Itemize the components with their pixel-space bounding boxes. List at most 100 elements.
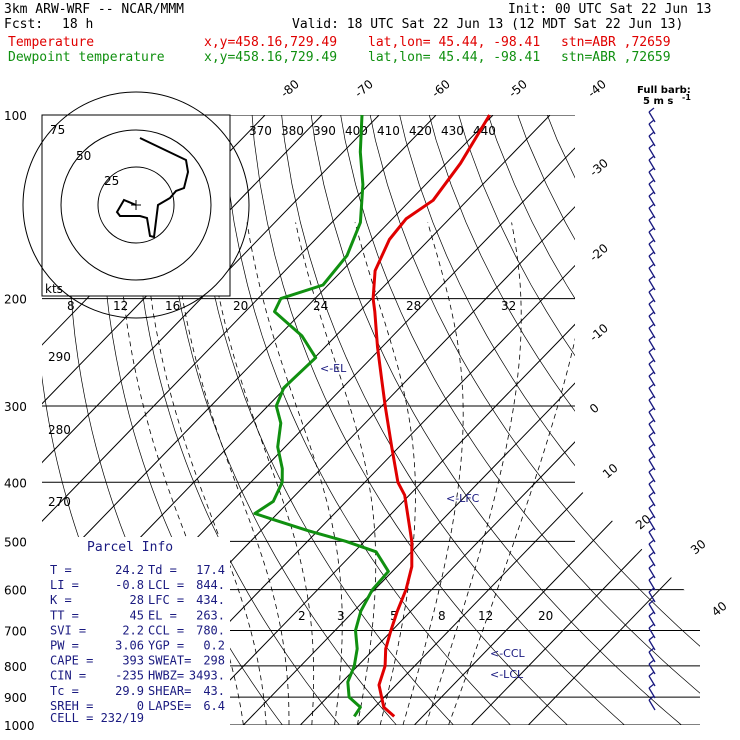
init-time: Init: 00 UTC Sat 22 Jun 13 [508,2,712,17]
isotherm--90 [42,115,350,725]
theta-label-290: 290 [48,350,71,364]
parcel-row-3-label1: TT = [50,608,79,622]
parcel-row-6-label2: SWEAT= [148,654,191,668]
parcel-row-7-value2: 3493. [189,669,225,683]
hodo-units: kts [45,282,63,296]
wind-barb-flag [648,155,655,161]
isotherm-20 [344,115,700,725]
speed-tick-8: 8 [67,299,75,313]
wind-barb-flag [648,347,655,353]
parcel-row-0-label2: Td = [148,563,177,577]
wind-barb-flag [648,143,655,149]
dry-adiabat-350 [306,115,698,725]
wind-barb-flag [648,215,655,221]
speed-tick-28: 28 [406,299,421,313]
temperature-station: stn=ABR ,72659 [561,35,671,50]
mixing-ratio-label-12: 12 [478,609,493,623]
speed-tick-32: 32 [501,299,516,313]
isotherm-0 [230,115,700,725]
parcel-row-8-label2: SHEAR= [148,684,191,698]
wind-barb-staff [648,699,656,711]
mixing-ratio-label-8: 8 [438,609,446,623]
moist-adiabat-16 [246,222,343,725]
isotherm-50 [515,115,700,725]
hodo-ring-label-50: 50 [76,149,91,163]
isotherm-label-10: 10 [600,461,621,482]
dry-adiabat-420 [507,115,700,725]
parcel-row-8-label1: Tc = [50,684,79,698]
parcel-row-7-label1: CIN = [50,669,86,683]
speed-tick-24: 24 [313,299,328,313]
parcel-row-3-label2: EL = [148,608,177,622]
wind-barb-flag [648,107,655,113]
isotherm-30 [401,115,700,725]
dry-adiabat-300 [162,115,409,725]
temperature-profile [371,114,491,718]
wind-barb-flag [648,395,655,401]
temperature-latlon: lat,lon= 45.44, -98.41 [368,35,541,50]
parcel-row-0-value1: 24.2 [115,563,144,577]
isotherm-label--10: -10 [587,321,611,344]
parcel-row-0-label1: T = [50,563,72,577]
parcel-row-4-label2: CCL = [148,623,184,637]
parcel-row-4-value1: 2.2 [122,623,144,637]
dry-adiabat-390 [421,115,700,725]
parcel-row-2-label2: LFC = [148,593,184,607]
moist-adiabat-0 [118,222,244,725]
isotherm--60 [42,115,521,725]
theta-label-270: 270 [48,495,71,509]
parcel-row-5-label2: YGP = [148,639,184,653]
wind-barb-flag [648,671,655,677]
parcel-row-6-value2: 298 [203,654,225,668]
hodo-ring-25 [97,166,175,244]
wind-barb-flag [648,479,655,485]
el-marker: <-EL [320,362,347,375]
dry-adiabat-290 [132,115,351,725]
wind-barb-flag [648,503,655,509]
pressure-label-700: 700 [4,625,27,639]
wind-barb-flag [648,695,655,701]
model-title: 3km ARW-WRF -- NCAR/MMM [4,2,185,17]
temperature-legend: Temperature [8,35,95,50]
parcel-row-5-label1: PW = [50,639,79,653]
dewpoint-legend: Dewpoint temperature [8,50,165,65]
theta-label-390: 390 [313,124,336,138]
theta-label-380: 380 [281,124,304,138]
wind-barb-flag [648,203,655,209]
moist-adiabat-4 [143,222,267,725]
dry-adiabat-430 [535,115,700,725]
wind-barbs [648,107,656,711]
parcel-row-2-label1: K = [50,593,72,607]
wind-barb-flag [648,191,655,197]
pressure-label-300: 300 [4,400,27,414]
mixing-ratio-label-5: 5 [390,609,398,623]
wind-barb-flag [648,659,655,665]
dry-adiabat-410 [478,115,700,725]
wind-barb-flag [648,455,655,461]
hodograph: 25 50 75 kts [22,91,250,319]
lcl-marker: <-LCL [490,668,524,681]
isotherm--10 [173,115,700,725]
hodo-ring-label-25: 25 [104,174,119,188]
isotherm-label-30: 30 [688,537,709,558]
parcel-row-1-label1: LI = [50,578,79,592]
wind-barb-flag [648,131,655,137]
parcel-row-8-value2: 43. [203,684,225,698]
wind-barb-flag [648,251,655,257]
wind-barb-flag [648,299,655,305]
isotherm-label-40: 40 [709,599,730,620]
isotherm-label--20: -20 [587,241,611,264]
parcel-row-3-value2: 263. [196,608,225,622]
isotherm-label--50: -50 [506,77,530,100]
valid-time: Valid: 18 UTC Sat 22 Jun 13 (12 MDT Sat … [292,17,684,32]
dewpoint-profile [253,114,390,718]
wind-barb-flag [648,635,655,641]
theta-label-430: 430 [441,124,464,138]
parcel-row-8-value1: 29.9 [115,684,144,698]
moist-adiabat-36 [448,222,594,725]
parcel-row-3-value1: 45 [130,608,144,622]
wind-barb-flag [648,179,655,185]
wind-barb-flag [648,359,655,365]
hodo-ring-75 [22,91,250,319]
